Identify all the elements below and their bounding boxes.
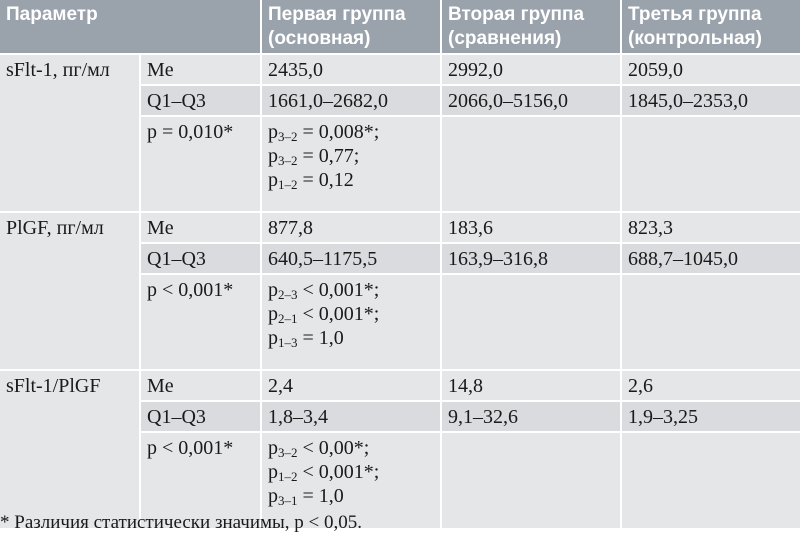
pvalue-overall: p < 0,001* (139, 431, 261, 528)
pairwise-pvalues: p3–2 < 0,00*; p1–2 < 0,001*; p3–1 = 1,0 (260, 431, 441, 528)
pairwise-pvalue-line: p3–1 = 1,0 (268, 484, 434, 508)
header-group-3-subtitle: (контрольная) (628, 28, 762, 49)
header-group-3: Третья группа (контрольная) (620, 0, 800, 54)
pvalue-groups: 1–2 (278, 469, 298, 484)
cell-median-g3: 2,6 (620, 369, 800, 401)
pvalue-groups: 2–1 (278, 311, 298, 326)
pairwise-pvalue-line: p3–2 = 0,77; (268, 144, 434, 168)
pvalue-result: < 0,001*; (297, 303, 380, 325)
pvalue-result: = 1,0 (297, 327, 344, 349)
cell-iqr-g1: 640,5–1175,5 (260, 242, 441, 274)
empty-cell (440, 431, 621, 528)
header-group-2-subtitle: (сравнения) (448, 28, 562, 49)
pvalue-symbol: p (268, 121, 278, 143)
pvalue-symbol: p (268, 303, 278, 325)
stat-label-q1q3: Q1–Q3 (139, 84, 261, 116)
cell-median-g2: 14,8 (440, 369, 621, 401)
pvalue-groups: 1–3 (278, 335, 298, 350)
table-row-pvalue: p < 0,001* p2–3 < 0,001*; p2–1 < 0,001*; p1… (0, 273, 800, 370)
stat-label-q1q3: Q1–Q3 (139, 400, 261, 432)
table-row-q1q3: Q1–Q3 640,5–1175,5 163,9–316,8 688,7–1045,0 (0, 242, 800, 274)
cell-iqr-g1: 1,8–3,4 (260, 400, 441, 432)
parameter-name: sFlt-1, пг/мл (0, 53, 140, 212)
header-group-1-title: Первая группа (268, 4, 406, 25)
pvalue-result: = 0,77; (297, 145, 360, 167)
stat-label-q1q3: Q1–Q3 (139, 242, 261, 274)
empty-cell (440, 115, 621, 212)
table-row-me: sFlt-1, пг/мл Me 2435,0 2992,0 2059,0 (0, 53, 800, 212)
table-row-pvalue: p = 0,010* p3–2 = 0,008*; p3–2 = 0,77; p1–2… (0, 115, 800, 212)
cell-iqr-g2: 163,9–316,8 (440, 242, 621, 274)
pairwise-pvalue-line: p3–2 < 0,00*; (268, 436, 434, 460)
empty-cell (440, 273, 621, 370)
pvalue-symbol: p (268, 437, 278, 459)
pairwise-pvalues: p3–2 = 0,008*; p3–2 = 0,77; p1–2 = 0,12 (260, 115, 441, 212)
cell-iqr-g1: 1661,0–2682,0 (260, 84, 441, 116)
pvalue-overall: p < 0,001* (139, 273, 261, 370)
table-row-me: PlGF, пг/мл Me 877,8 183,6 823,3 (0, 211, 800, 370)
header-group-2: Вторая группа (сравнения) (440, 0, 621, 54)
table-row-pvalue: p < 0,001* p3–2 < 0,00*; p1–2 < 0,001*; p3–… (0, 431, 800, 528)
pvalue-groups: 3–1 (278, 493, 298, 508)
parameter-name: sFlt-1/PlGF (0, 369, 140, 528)
header-row: Параметр Первая группа (основная) Вторая… (0, 0, 800, 54)
pvalue-result: < 0,00*; (297, 437, 370, 459)
pvalue-result: = 0,12 (297, 169, 354, 191)
pvalue-groups: 1–2 (278, 177, 298, 192)
pairwise-pvalues: p2–3 < 0,001*; p2–1 < 0,001*; p1–3 = 1,0 (260, 273, 441, 370)
pvalue-result: = 1,0 (297, 485, 344, 507)
pairwise-pvalue-line: p1–2 = 0,12 (268, 168, 434, 192)
cell-median-g1: 877,8 (260, 211, 441, 243)
pairwise-pvalue-line: p1–2 < 0,001*; (268, 460, 434, 484)
stat-label-me: Me (139, 53, 261, 85)
table-body: sFlt-1, пг/мл Me 2435,0 2992,0 2059,0 Q1–Q3 16… (0, 53, 800, 528)
pvalue-symbol: p (268, 327, 278, 349)
pvalue-symbol: p (268, 145, 278, 167)
pvalue-result: < 0,001*; (297, 279, 380, 301)
statistics-table: Параметр Первая группа (основная) Вторая… (0, 0, 800, 528)
stat-label-me: Me (139, 369, 261, 401)
cell-median-g1: 2435,0 (260, 53, 441, 85)
empty-cell (620, 431, 800, 528)
parameter-name: PlGF, пг/мл (0, 211, 140, 370)
cell-median-g2: 183,6 (440, 211, 621, 243)
pairwise-pvalue-line: p3–2 = 0,008*; (268, 120, 434, 144)
pvalue-groups: 3–2 (278, 445, 298, 460)
pvalue-groups: 3–2 (278, 153, 298, 168)
stat-label-me: Me (139, 211, 261, 243)
table-row-q1q3: Q1–Q3 1661,0–2682,0 2066,0–5156,0 1845,0–23… (0, 84, 800, 116)
pairwise-pvalue-line: p1–3 = 1,0 (268, 326, 434, 350)
cell-iqr-g3: 1,9–3,25 (620, 400, 800, 432)
header-group-2-title: Вторая группа (448, 4, 585, 25)
empty-cell (620, 115, 800, 212)
pvalue-symbol: p (268, 279, 278, 301)
pairwise-pvalue-line: p2–1 < 0,001*; (268, 302, 434, 326)
cell-median-g3: 2059,0 (620, 53, 800, 85)
pvalue-result: < 0,001*; (297, 461, 380, 483)
cell-iqr-g3: 1845,0–2353,0 (620, 84, 800, 116)
header-parameter: Параметр (0, 0, 261, 54)
pvalue-symbol: p (268, 461, 278, 483)
pvalue-symbol: p (268, 169, 278, 191)
pairwise-pvalue-line: p2–3 < 0,001*; (268, 278, 434, 302)
cell-iqr-g2: 2066,0–5156,0 (440, 84, 621, 116)
pvalue-symbol: p (268, 485, 278, 507)
cell-iqr-g2: 9,1–32,6 (440, 400, 621, 432)
empty-cell (620, 273, 800, 370)
cell-median-g3: 823,3 (620, 211, 800, 243)
cell-median-g1: 2,4 (260, 369, 441, 401)
footnote: * Различия статистически значимы, p < 0,… (0, 512, 363, 533)
header-group-1: Первая группа (основная) (260, 0, 441, 54)
header-group-1-subtitle: (основная) (268, 28, 371, 49)
header-group-3-title: Третья группа (628, 4, 762, 25)
cell-iqr-g3: 688,7–1045,0 (620, 242, 800, 274)
table-row-me: sFlt-1/PlGF Me 2,4 14,8 2,6 (0, 369, 800, 528)
pvalue-groups: 2–3 (278, 287, 298, 302)
cell-median-g2: 2992,0 (440, 53, 621, 85)
table-row-q1q3: Q1–Q3 1,8–3,4 9,1–32,6 1,9–3,25 (0, 400, 800, 432)
pvalue-groups: 3–2 (278, 129, 298, 144)
pvalue-result: = 0,008*; (297, 121, 380, 143)
pvalue-overall: p = 0,010* (139, 115, 261, 212)
